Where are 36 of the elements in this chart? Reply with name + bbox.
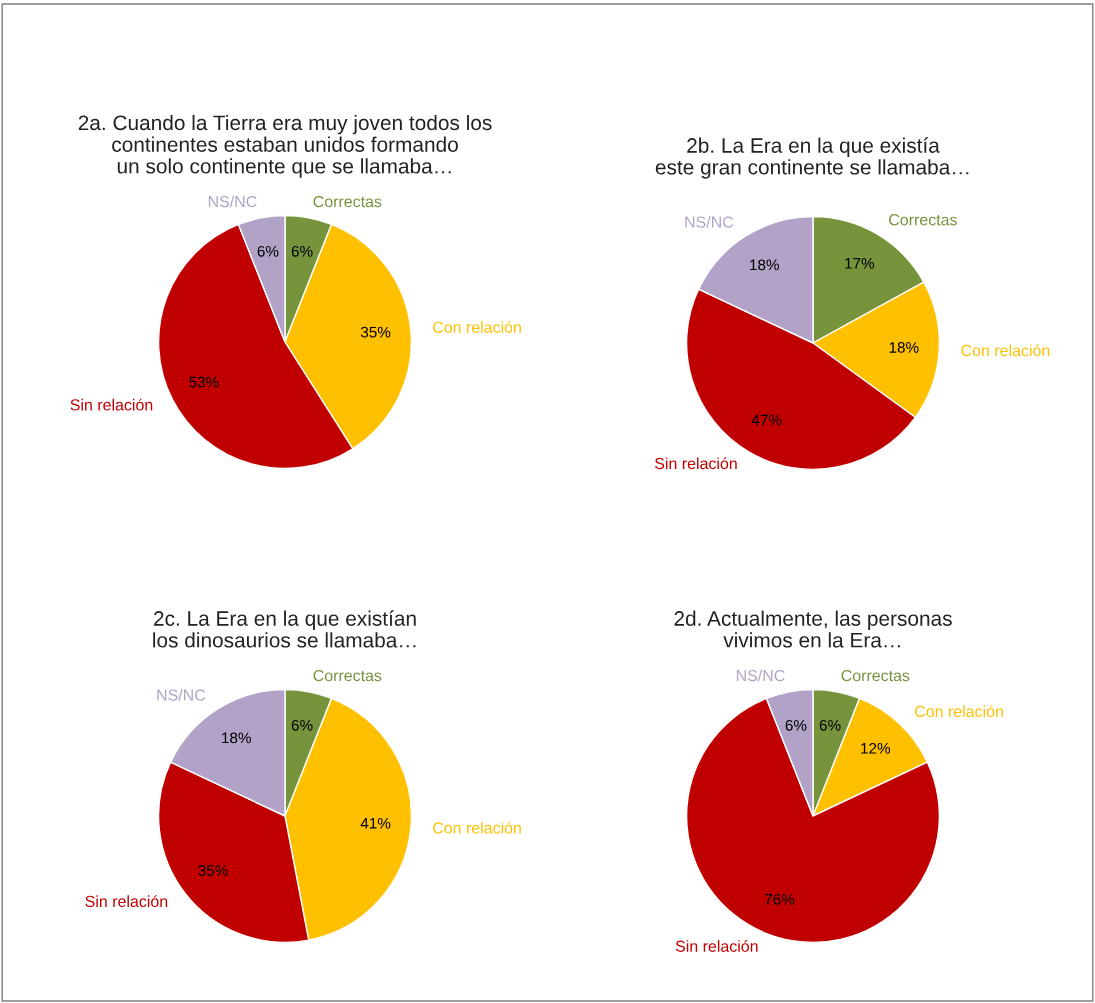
chart-title: 2d. Actualmente, las personas vivimos en la Era…: [674, 610, 952, 648]
slice-label: NS/NC: [736, 669, 785, 682]
slice-label: Con relación: [961, 344, 1050, 357]
slice-label: Sin relación: [654, 457, 737, 470]
data-label: 6%: [785, 719, 807, 731]
chart-title: 2a. Cuando la Tierra era muy joven todos los continentes estaban unidos formando un solo continente que se llamaba…: [78, 114, 492, 178]
data-label: 6%: [291, 245, 313, 257]
slice-label: Correctas: [889, 214, 957, 226]
chart-title: 2b. La Era en la que existía este gran continente se llamaba…: [655, 137, 969, 179]
slice-label: Sin relación: [85, 895, 168, 908]
slice-label: Con relación: [915, 705, 1003, 718]
data-label: 35%: [360, 326, 391, 338]
data-label: 17%: [845, 258, 875, 269]
data-label: 18%: [750, 259, 779, 271]
slice-label: Sin relación: [675, 939, 758, 952]
data-label: 6%: [819, 719, 841, 731]
slice-label: NS/NC: [157, 689, 206, 701]
slice-label: Con relación: [433, 321, 521, 333]
data-label: 6%: [291, 719, 313, 731]
data-label: 35%: [198, 865, 228, 876]
data-label: 47%: [751, 414, 782, 426]
slice-label: NS/NC: [685, 216, 734, 228]
data-label: 53%: [189, 376, 219, 388]
data-label: 6%: [257, 245, 279, 257]
data-label: 18%: [222, 732, 251, 744]
data-label: 12%: [861, 742, 891, 754]
data-label: 41%: [360, 817, 391, 829]
slice-label: Sin relación: [70, 398, 153, 411]
slice-label: Correctas: [313, 195, 382, 208]
slice-label: Correctas: [313, 669, 382, 682]
slice-label: Con relación: [433, 821, 521, 834]
slice-label: Correctas: [841, 669, 910, 682]
chart-title: 2c. La Era en la que existían los dinosaurios se llamaba…: [153, 610, 416, 648]
data-label: 18%: [889, 342, 919, 353]
data-label: 76%: [764, 893, 795, 905]
slice-label: NS/NC: [208, 195, 257, 208]
